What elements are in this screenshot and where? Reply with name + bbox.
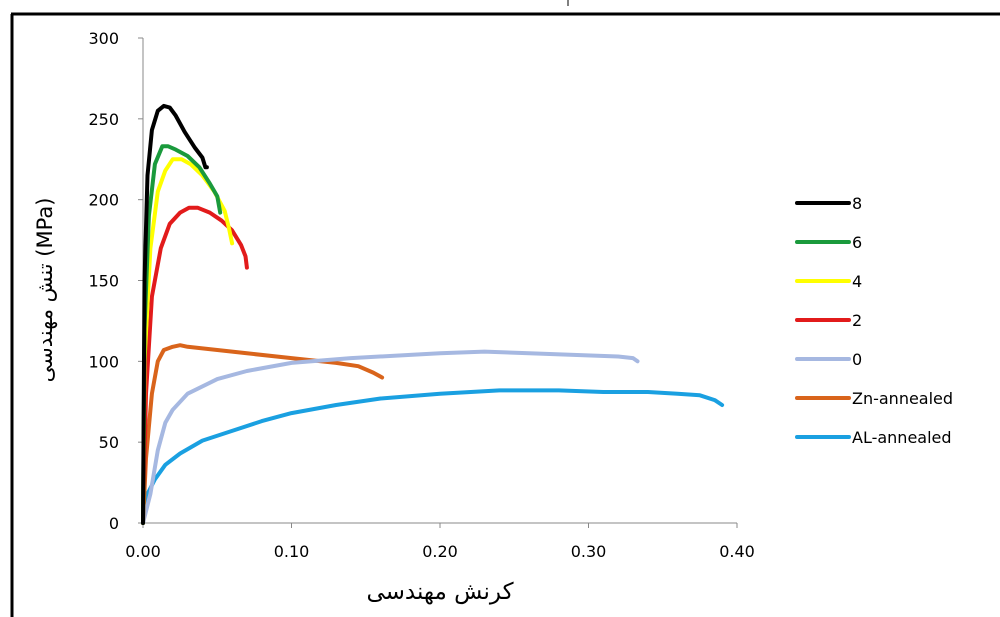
y-tick-label: 100 — [88, 352, 119, 371]
series-lines — [141, 103, 725, 525]
y-axis-label: تنش مهندسی (MPa) — [33, 198, 57, 383]
legend-label: 4 — [852, 272, 862, 291]
x-tick-label: 0.30 — [571, 542, 607, 561]
y-tick-label: 250 — [88, 110, 119, 129]
y-tick-label: 300 — [88, 29, 119, 48]
series-line-8 — [141, 103, 209, 525]
x-axis-ticks: 0.00 0.10 0.20 0.30 0.40 — [125, 523, 755, 561]
x-tick-label: 0.00 — [125, 542, 161, 561]
y-axis-ticks: 0 50 100 150 200 250 300 — [88, 29, 143, 533]
series-line-al-annealed — [141, 388, 725, 525]
legend-label: Zn-annealed — [852, 389, 953, 408]
y-tick-label: 50 — [99, 433, 119, 452]
legend-label: 6 — [852, 233, 862, 252]
x-axis-label: کرنش مهندسی — [366, 579, 513, 605]
series-line-6 — [141, 144, 223, 525]
y-tick-label: 200 — [88, 191, 119, 210]
legend-label: 2 — [852, 311, 862, 330]
series-line-4 — [141, 157, 235, 525]
series-line-zn-annealed — [141, 343, 385, 525]
series-line-2 — [141, 205, 249, 525]
x-tick-label: 0.20 — [422, 542, 458, 561]
legend-label: 0 — [852, 350, 862, 369]
legend-label: AL-annealed — [852, 428, 952, 447]
legend: 8 6 4 2 0 Zn-annealed AL-annealed — [795, 194, 953, 447]
x-tick-label: 0.40 — [719, 542, 755, 561]
y-tick-label: 0 — [109, 514, 119, 533]
legend-label: 8 — [852, 194, 862, 213]
y-tick-label: 150 — [88, 272, 119, 291]
x-tick-label: 0.10 — [274, 542, 310, 561]
series-line-0 — [141, 349, 640, 525]
